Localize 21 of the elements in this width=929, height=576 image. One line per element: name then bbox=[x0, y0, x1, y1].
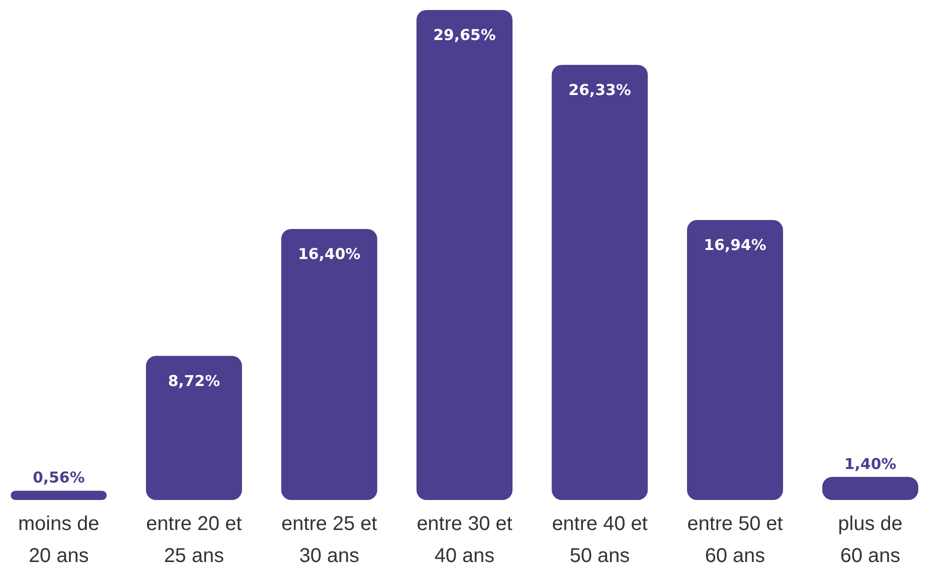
x-tick-label: entre 30 et 40 ans bbox=[416, 513, 513, 567]
x-tick-label: entre 25 et 30 ans bbox=[281, 513, 378, 567]
data-label: 26,33% bbox=[568, 80, 631, 99]
bar bbox=[416, 10, 513, 500]
data-label: 16,40% bbox=[298, 244, 360, 263]
x-tick-label: plus de 60 ans bbox=[838, 513, 903, 567]
x-tick-label: entre 50 et 60 ans bbox=[687, 513, 784, 567]
x-tick-label: moins de 20 ans bbox=[18, 513, 100, 567]
data-label: 29,65% bbox=[433, 26, 496, 44]
bar bbox=[10, 490, 107, 500]
bar bbox=[281, 228, 378, 500]
bar bbox=[822, 476, 918, 500]
bar bbox=[552, 64, 648, 500]
bar bbox=[146, 356, 242, 500]
data-label: 16,94% bbox=[704, 236, 766, 254]
data-label: 1,40% bbox=[844, 454, 896, 473]
bar bbox=[687, 220, 784, 500]
data-label: 8,72% bbox=[168, 372, 220, 390]
x-tick-label: entre 20 et 25 ans bbox=[146, 513, 242, 567]
x-tick-label: entre 40 et 50 ans bbox=[552, 513, 648, 567]
data-label: 0,56% bbox=[32, 468, 85, 487]
